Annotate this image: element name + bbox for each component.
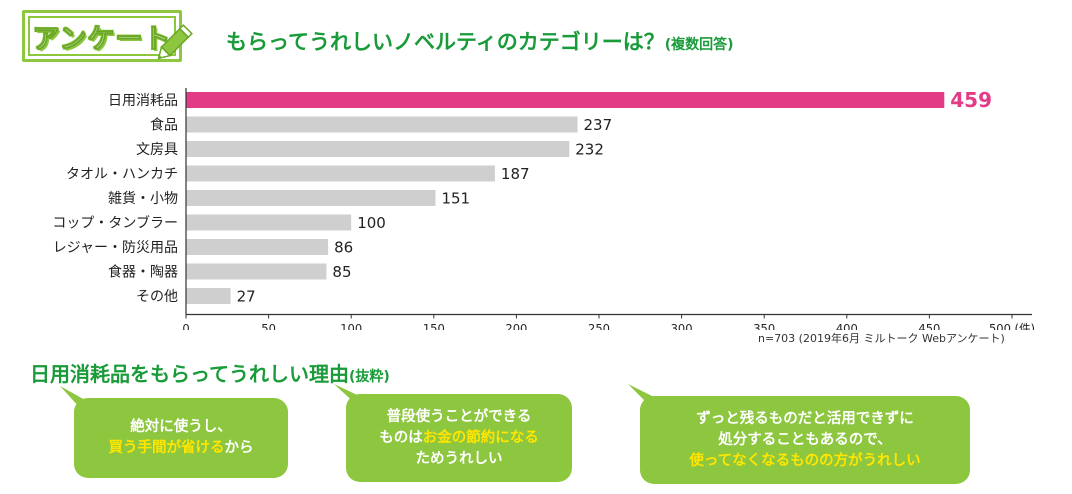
reason-1-rest: から	[224, 440, 254, 456]
value-label: 100	[357, 214, 386, 232]
bar	[186, 92, 945, 108]
badge-label: アンケート	[32, 23, 172, 55]
value-label: 27	[237, 288, 256, 306]
novelty-bar-chart: 日用消耗品 459 食品 237 文房具 232 タオル・ハンカチ 187 雑貨・小物 151 コッ…	[52, 88, 1035, 331]
badge-inner-frame: アンケート	[28, 16, 176, 56]
reasons-title-note: (抜粋)	[349, 369, 390, 385]
x-tick-label: 150	[423, 322, 445, 331]
category-label: レジャー・防災用品	[53, 240, 178, 256]
category-label: 食器・陶器	[108, 264, 178, 281]
x-tick-label: 500 (件)	[989, 322, 1035, 331]
reasons-title-text: 日用消耗品をもらってうれしい理由	[30, 362, 349, 386]
category-label: 雑貨・小物	[108, 190, 178, 207]
pencil-icon	[157, 24, 193, 60]
x-tick-label: 0	[182, 322, 189, 331]
reason-1-line-1: 絶対に使うし、	[130, 419, 232, 435]
reason-2-line-1: 普段使うことができる	[386, 408, 532, 425]
category-label: コップ・タンブラー	[52, 215, 178, 232]
x-tick-label: 100	[340, 322, 362, 331]
x-tick-label: 200	[505, 322, 527, 331]
reason-bubble-2: 普段使うことができる ものはお金の節約になる ためうれしい	[346, 394, 572, 482]
bar	[186, 141, 570, 157]
reason-2-line-2: ものはお金の節約になる	[346, 428, 572, 449]
bar	[186, 214, 352, 231]
bar	[186, 288, 231, 304]
reason-bubble-3: ずっと残るものだと活用できずに 処分することもあるので、 使ってなくなるものの方…	[640, 396, 970, 484]
reason-2-pre: ものは	[379, 429, 423, 446]
x-tick-label: 250	[588, 322, 610, 331]
reason-2-line-3: ためうれしい	[415, 450, 503, 467]
reason-2-highlight: お金の節約になる	[422, 429, 539, 446]
bar	[186, 165, 495, 182]
reason-1-highlight: 買う手間が省ける	[108, 440, 225, 456]
reasons-title: 日用消耗品をもらってうれしい理由(抜粋)	[30, 358, 390, 387]
x-tick-label: 350	[753, 322, 775, 331]
value-label: 459	[950, 88, 992, 112]
sample-note: n=703 (2019年6月 ミルトーク Webアンケート)	[758, 332, 1005, 345]
category-label: その他	[136, 289, 178, 305]
survey-question: もらってうれしいノベルティのカテゴリーは？(複数回答)	[226, 26, 734, 56]
bar	[186, 190, 436, 206]
value-label: 86	[334, 239, 353, 257]
category-label: 食品	[150, 117, 178, 134]
reason-1-line-2: 買う手間が省けるから	[74, 438, 288, 459]
bar	[186, 239, 329, 255]
value-label: 187	[501, 165, 530, 183]
x-tick-label: 400	[836, 322, 858, 331]
reason-3-highlight: 使ってなくなるものの方がうれしい	[689, 452, 921, 469]
category-label: 日用消耗品	[108, 93, 178, 109]
question-text: もらってうれしいノベルティのカテゴリーは？	[226, 30, 665, 54]
value-label: 232	[575, 141, 604, 159]
x-tick-label: 50	[261, 322, 276, 331]
reason-3-line-2: 処分することもあるので、	[718, 431, 892, 448]
reason-bubble-1: 絶対に使うし、 買う手間が省けるから	[74, 398, 288, 478]
x-tick-label: 450	[918, 322, 940, 331]
category-label: 文房具	[136, 142, 178, 158]
value-label: 151	[441, 190, 470, 208]
value-label: 237	[584, 116, 613, 134]
survey-badge: アンケート	[22, 10, 202, 66]
x-tick-label: 300	[671, 322, 693, 331]
category-label: タオル・ハンカチ	[66, 167, 178, 183]
value-label: 85	[332, 263, 351, 281]
bar	[186, 116, 578, 133]
bar	[186, 263, 327, 280]
question-note: (複数回答)	[664, 37, 734, 53]
reason-3-line-1: ずっと残るものだと活用できずに	[696, 410, 914, 427]
